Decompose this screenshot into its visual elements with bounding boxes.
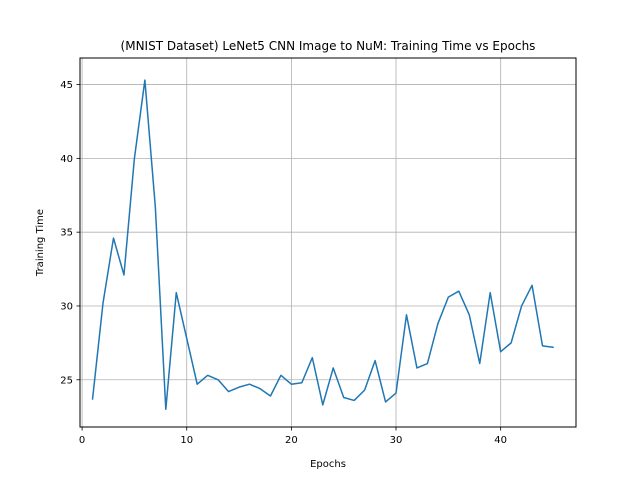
series-layer bbox=[91, 79, 554, 411]
y-axis-label: Training Time bbox=[35, 209, 46, 277]
chart-title: (MNIST Dataset) LeNet5 CNN Image to NuM:… bbox=[121, 39, 536, 53]
series-line bbox=[91, 79, 554, 411]
y-tick-label: 35 bbox=[60, 228, 73, 239]
x-axis-ticks: 0 10 20 30 40 bbox=[79, 427, 507, 446]
x-tick-label: 20 bbox=[285, 435, 298, 446]
y-axis-ticks: 25 30 35 40 45 bbox=[60, 80, 80, 386]
x-tick-label: 30 bbox=[390, 435, 403, 446]
plot-frame bbox=[79, 57, 577, 428]
x-axis-label: Epochs bbox=[310, 459, 346, 470]
x-tick-label: 0 bbox=[79, 435, 85, 446]
y-tick-label: 45 bbox=[60, 80, 73, 91]
x-tick-label: 10 bbox=[180, 435, 193, 446]
x-tick-label: 40 bbox=[494, 435, 507, 446]
y-tick-label: 40 bbox=[60, 154, 73, 165]
y-tick-label: 25 bbox=[60, 375, 73, 386]
y-tick-label: 30 bbox=[60, 301, 73, 312]
grid bbox=[80, 58, 576, 427]
